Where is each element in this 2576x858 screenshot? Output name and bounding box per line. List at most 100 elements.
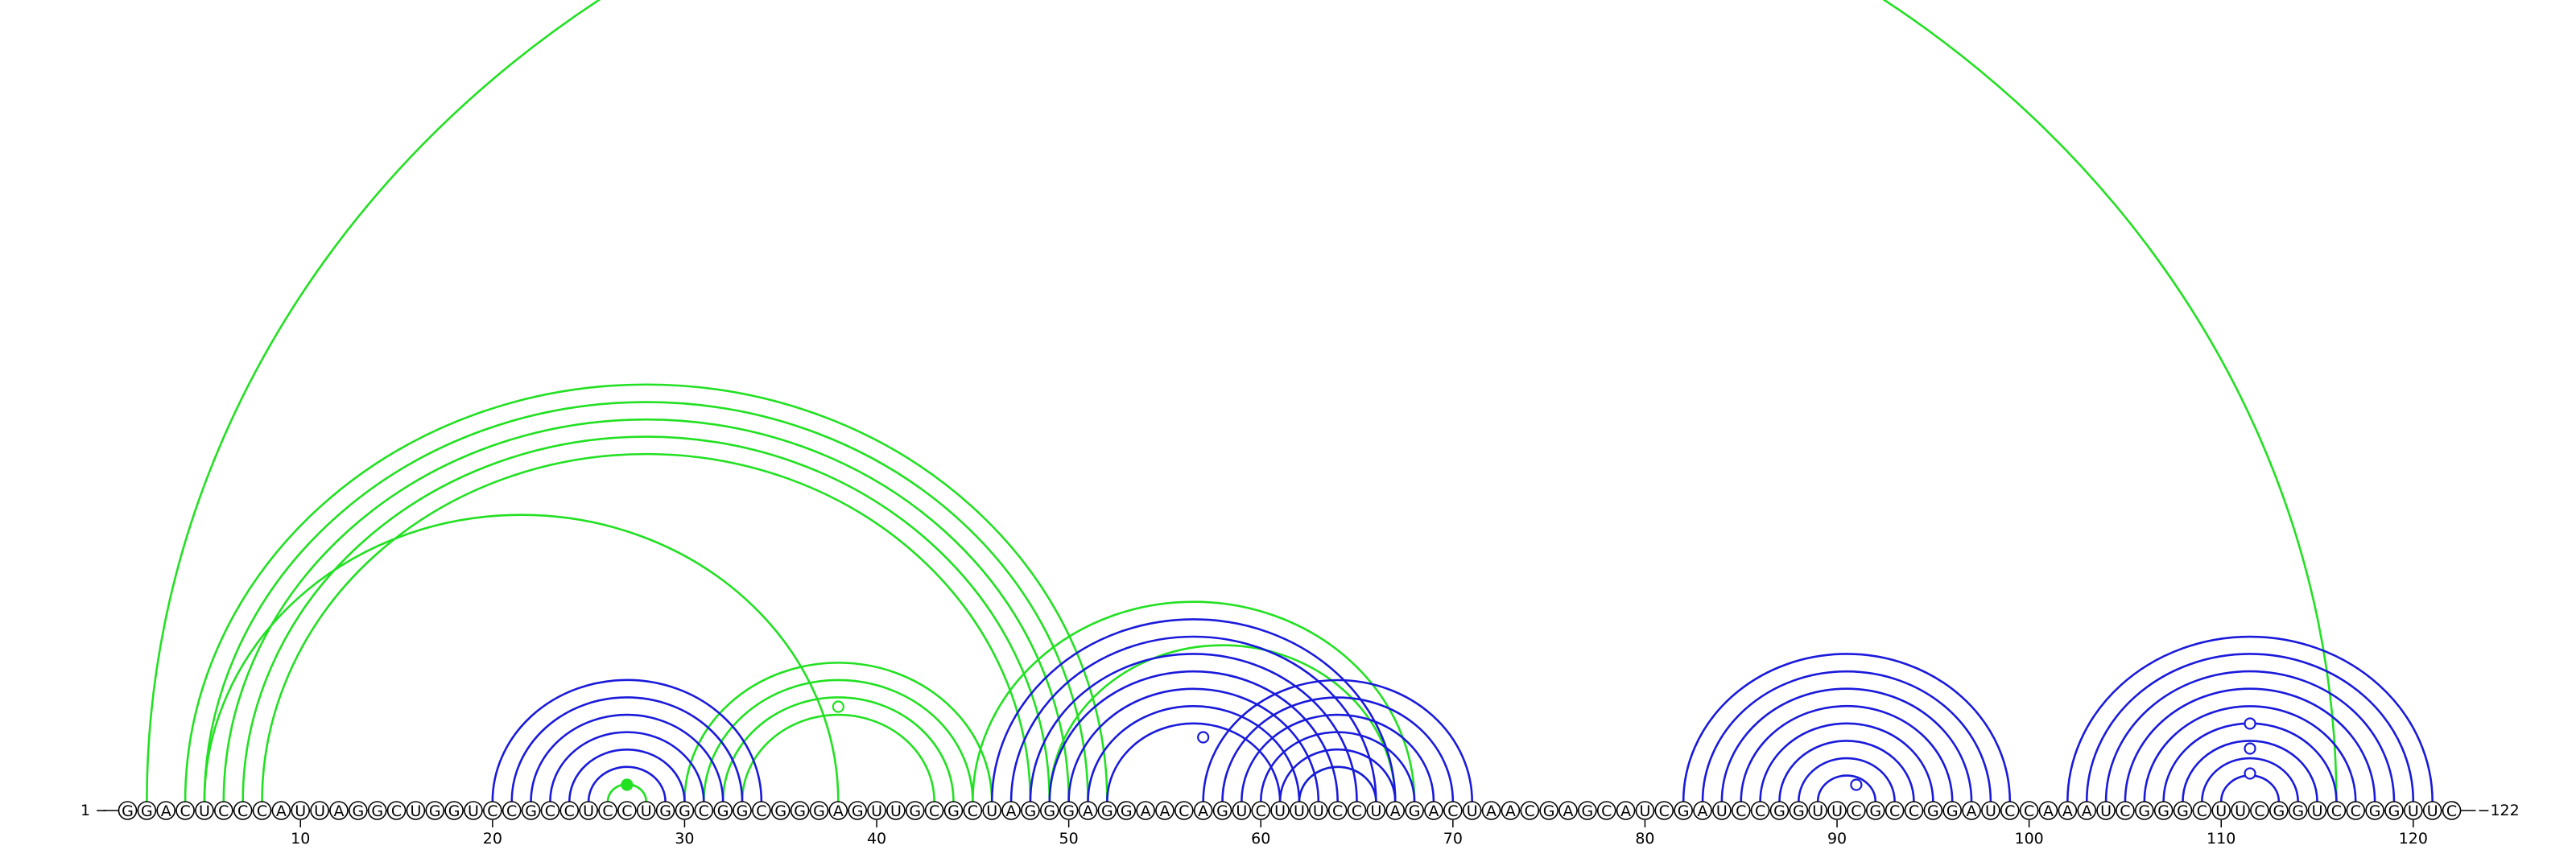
nucleotide-letter: G xyxy=(2138,802,2150,820)
nucleotide: C xyxy=(2001,802,2019,820)
nucleotide-letter: C xyxy=(1909,802,1919,820)
blue-pair-arc xyxy=(1741,706,1952,802)
nucleotide-letter: G xyxy=(122,802,134,820)
nucleotide-letter: U xyxy=(1313,802,1324,820)
nucleotide-letter: C xyxy=(2331,802,2342,820)
end-position-label: −122 xyxy=(2478,802,2520,819)
nucleotide-letter: A xyxy=(1198,802,1208,820)
nucleotide-letter: C xyxy=(1352,802,1362,820)
nucleotide: U xyxy=(1982,802,2000,820)
green-pair-arc xyxy=(972,602,1414,802)
nucleotide: C xyxy=(1905,802,1922,820)
nucleotide-letter: U xyxy=(2215,802,2227,820)
green-pair-arc xyxy=(224,419,1069,802)
axis-tick-label: 40 xyxy=(867,830,886,848)
nucleotide: G xyxy=(369,802,386,820)
nucleotide-letter: U xyxy=(1370,802,1381,820)
nucleotide: G xyxy=(1943,802,1961,820)
nucleotide-letter: G xyxy=(737,802,749,820)
nucleotide: A xyxy=(1425,802,1443,820)
nucleotide-letter: C xyxy=(506,802,517,820)
nucleotide: A xyxy=(1694,802,1711,820)
nucleotide: G xyxy=(1924,802,1942,820)
nucleotide-letter: C xyxy=(1525,802,1535,820)
nucleotide: C xyxy=(215,802,233,820)
axis-tick-label: 60 xyxy=(1251,830,1270,848)
nucleotide: A xyxy=(157,802,175,820)
arc-apex-marker xyxy=(1851,780,1861,790)
blue-pair-arc xyxy=(1761,724,1934,802)
nucleotide-letter: U xyxy=(641,802,652,820)
nucleotide: G xyxy=(733,802,751,820)
nucleotide-letter: A xyxy=(1006,802,1017,820)
blue-pair-arc xyxy=(1107,724,1280,802)
nucleotide: U xyxy=(1809,802,1827,820)
nucleotide: U xyxy=(291,802,309,820)
nucleotide: G xyxy=(2136,802,2153,820)
nucleotide: G xyxy=(657,802,675,820)
nucleotide-letter: A xyxy=(2082,802,2092,820)
nucleotide: C xyxy=(388,802,406,820)
nucleotide: C xyxy=(1521,802,1538,820)
nucleotide-letter: G xyxy=(2292,802,2304,820)
nucleotide: G xyxy=(349,802,367,820)
nucleotide-letter: G xyxy=(794,802,806,820)
nucleotide: G xyxy=(714,802,732,820)
nucleotide-letter: G xyxy=(2369,802,2381,820)
nucleotide-letter: C xyxy=(2004,802,2015,820)
nucleotide: A xyxy=(829,802,847,820)
nucleotide: U xyxy=(1290,802,1308,820)
nucleotide: G xyxy=(2366,802,2384,820)
nucleotide-letter: G xyxy=(1063,802,1075,820)
arc-apex-marker xyxy=(1198,732,1208,743)
blue-pair-arc xyxy=(2164,724,2337,802)
nucleotide-letter: U xyxy=(468,802,479,820)
green-pair-arc xyxy=(1050,646,1395,802)
nucleotide-letter: C xyxy=(2254,802,2264,820)
nucleotide-letter: G xyxy=(1409,802,1421,820)
nucleotide: C xyxy=(560,802,578,820)
nucleotide: G xyxy=(1867,802,1885,820)
nucleotide: G xyxy=(426,802,444,820)
nucleotide-letter: A xyxy=(1428,802,1439,820)
nucleotide: A xyxy=(1137,802,1154,820)
nucleotide-letter: U xyxy=(1985,802,1996,820)
nucleotide: U xyxy=(1828,802,1846,820)
nucleotide-letter: A xyxy=(2062,802,2073,820)
nucleotide-letter: G xyxy=(909,802,921,820)
nucleotide-letter: C xyxy=(1447,802,1458,820)
nucleotide-letter: A xyxy=(1698,802,1708,820)
axis-tick-label: 100 xyxy=(2015,830,2044,848)
nucleotide-letter: U xyxy=(2100,802,2112,820)
nucleotide-letter: U xyxy=(1236,802,1247,820)
nucleotide: U xyxy=(1310,802,1327,820)
nucleotide: C xyxy=(964,802,981,820)
nucleotide: G xyxy=(1540,802,1558,820)
nucleotide-letter: C xyxy=(1601,802,1612,820)
nucleotide: U xyxy=(1463,802,1481,820)
nucleotide-letter: A xyxy=(1486,802,1496,820)
nucleotide-letter: C xyxy=(2446,802,2457,820)
nucleotide-letter: A xyxy=(276,802,287,820)
nucleotide-letter: G xyxy=(448,802,460,820)
nucleotide: A xyxy=(1080,802,1097,820)
nucleotide-letter: G xyxy=(2273,802,2285,820)
nucleotide-letter: G xyxy=(659,802,671,820)
nucleotide: C xyxy=(753,802,770,820)
nucleotide-letter: C xyxy=(929,802,939,820)
nucleotide: U xyxy=(2424,802,2442,820)
nucleotide-letter: C xyxy=(1332,802,1343,820)
nucleotide-letter: U xyxy=(890,802,902,820)
nucleotide-letter: G xyxy=(429,802,441,820)
nucleotide-letter: C xyxy=(2351,802,2361,820)
axis-tick-label: 70 xyxy=(1443,830,1463,848)
nucleotide-letter: A xyxy=(1390,802,1401,820)
nucleotide: G xyxy=(2385,802,2403,820)
nucleotide-letter: G xyxy=(717,802,729,820)
nucleotide-letter: C xyxy=(180,802,190,820)
nucleotide: U xyxy=(887,802,905,820)
nucleotide-letter: G xyxy=(774,802,786,820)
nucleotide-letter: G xyxy=(1773,802,1785,820)
nucleotide: C xyxy=(1732,802,1750,820)
blue-pair-arc xyxy=(1088,706,1299,802)
